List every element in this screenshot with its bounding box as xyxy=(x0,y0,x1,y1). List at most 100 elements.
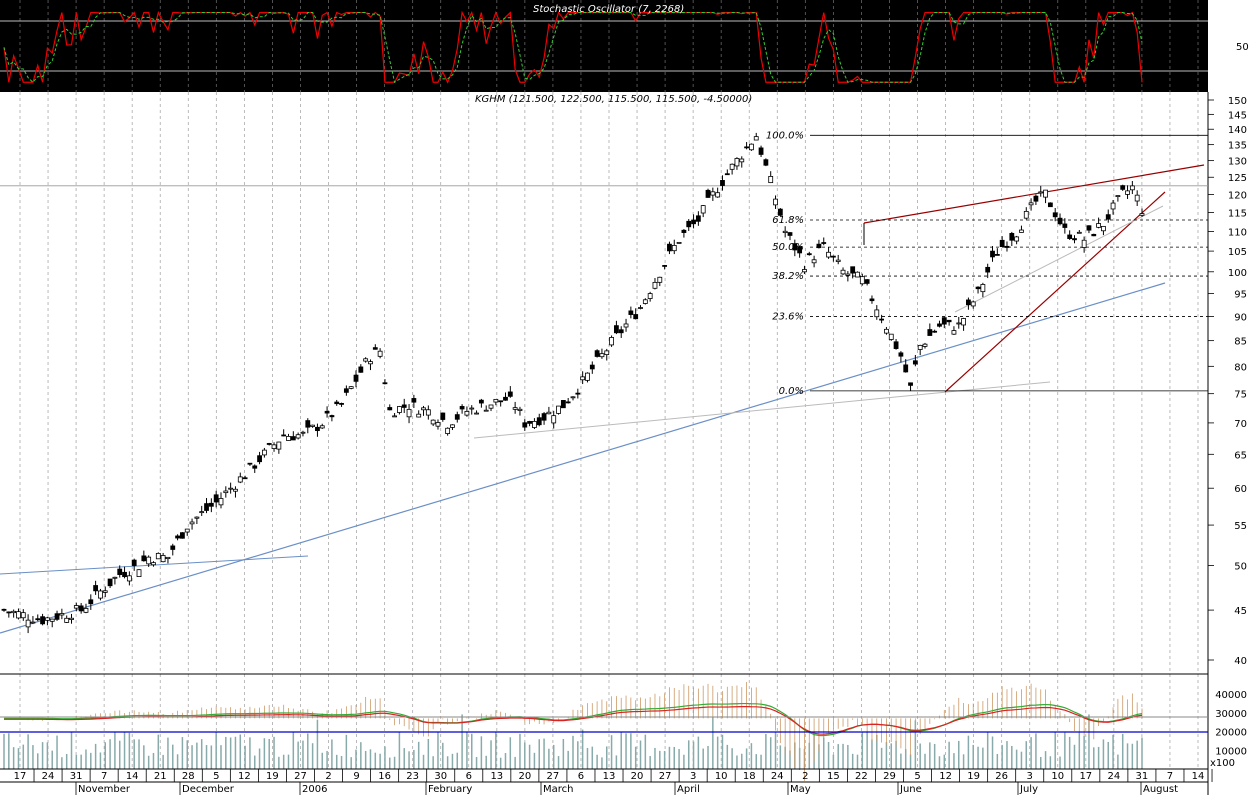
volume-tick-label: 20000 xyxy=(1215,728,1247,739)
y-tick-label: 75 xyxy=(1234,390,1247,401)
candle-body xyxy=(546,411,552,415)
candle-body xyxy=(773,198,778,206)
candle-body xyxy=(469,407,475,410)
price-grid xyxy=(19,92,1199,769)
trendlines xyxy=(0,164,1205,634)
x-tick-label: 31 xyxy=(1136,771,1149,782)
candle-body xyxy=(435,422,441,427)
candle-body xyxy=(512,407,518,410)
y-tick-label: 40 xyxy=(1234,656,1247,667)
y-tick-label: 100 xyxy=(1228,268,1247,279)
fibonacci-retracement: 100.0% 61.8% 50.0% 38.2% 23.6% 0.0% xyxy=(766,130,1208,397)
candle-body xyxy=(276,441,282,450)
candle-body xyxy=(1019,229,1024,233)
candle-body xyxy=(777,208,783,216)
fibonacci-label: 0.0% xyxy=(779,386,804,397)
x-tick-label: 27 xyxy=(547,771,560,782)
candle-body xyxy=(1101,225,1106,232)
candle-body xyxy=(541,413,547,421)
x-tick-label: 5 xyxy=(213,771,219,782)
resistance-line xyxy=(863,164,1205,224)
candle-body xyxy=(141,555,147,562)
x-tick-label: 14 xyxy=(126,771,139,782)
candle-body xyxy=(35,618,41,621)
candle-body xyxy=(662,265,668,267)
y-tick-label: 60 xyxy=(1234,484,1247,495)
stochastic-panel xyxy=(0,0,1208,92)
candle-body xyxy=(319,425,325,429)
candle-body xyxy=(1014,236,1020,242)
candle-body xyxy=(237,476,243,483)
x-tick-label: 2 xyxy=(802,771,808,782)
candle-body xyxy=(763,159,769,166)
candle-body xyxy=(1134,194,1140,202)
candle-body xyxy=(20,612,26,619)
x-tick-label: 19 xyxy=(967,771,980,782)
y-tick-label: 50 xyxy=(1234,561,1247,572)
month-label: June xyxy=(899,784,922,795)
y-tick-label: 125 xyxy=(1228,173,1247,184)
candle-body xyxy=(768,175,774,184)
y-tick-label: 135 xyxy=(1228,141,1247,152)
stochastic-tick-50: 50 xyxy=(1236,42,1249,53)
candle-body xyxy=(589,364,595,370)
candle-body xyxy=(869,298,875,302)
candle-body xyxy=(189,521,195,525)
candle-body xyxy=(151,562,156,566)
candle-body xyxy=(850,266,856,274)
candle-body xyxy=(1047,202,1053,208)
candle-body xyxy=(450,424,455,428)
candle-body xyxy=(734,158,740,167)
candle-body xyxy=(16,611,21,619)
x-tick-label: 12 xyxy=(238,771,251,782)
candle-body xyxy=(459,406,465,410)
candle-body xyxy=(912,360,918,365)
candle-body xyxy=(975,286,981,290)
candle-body xyxy=(951,330,957,335)
candle-body xyxy=(445,427,451,434)
x-tick-label: 20 xyxy=(518,771,531,782)
month-label: November xyxy=(78,784,131,795)
candle-body xyxy=(1009,233,1015,241)
candle-body xyxy=(126,575,132,582)
stochastic-d-line xyxy=(3,12,1143,84)
candle-body xyxy=(64,617,70,623)
candle-body xyxy=(826,251,831,258)
candle-body xyxy=(343,388,349,393)
candle-body xyxy=(421,407,426,411)
candle-body xyxy=(613,325,619,334)
candle-body xyxy=(560,400,566,409)
candle-body xyxy=(570,396,576,399)
feb-trend-line xyxy=(473,381,1051,439)
candle-body xyxy=(1043,189,1048,198)
candle-body xyxy=(1067,234,1073,239)
candle-body xyxy=(700,205,706,214)
candle-body xyxy=(1057,217,1063,225)
candle-body xyxy=(88,599,94,605)
candle-body xyxy=(922,343,928,347)
x-tick-label: 26 xyxy=(995,771,1008,782)
candle-body xyxy=(893,341,899,349)
candle-body xyxy=(720,180,725,186)
candle-body xyxy=(835,259,841,262)
x-tick-label: 17 xyxy=(1079,771,1092,782)
fibonacci-label: 61.8% xyxy=(772,215,804,226)
y-tick-label: 70 xyxy=(1234,419,1247,430)
x-tick-label: 17 xyxy=(14,771,27,782)
y-tick-label: 140 xyxy=(1228,125,1247,136)
candle-body xyxy=(879,318,885,321)
candle-body xyxy=(1096,223,1102,228)
candlesticks xyxy=(1,132,1145,634)
candle-body xyxy=(281,434,287,437)
candle-body xyxy=(252,465,258,469)
candle-body xyxy=(903,364,909,373)
x-tick-label: 19 xyxy=(266,771,279,782)
candle-body xyxy=(758,147,764,155)
candle-body xyxy=(498,400,504,403)
volume-tick-label: 40000 xyxy=(1215,690,1247,701)
x-tick-label: 6 xyxy=(578,771,584,782)
x-tick-label: 12 xyxy=(939,771,952,782)
month-label: 2006 xyxy=(302,784,327,795)
y-tick-label: 120 xyxy=(1228,191,1247,202)
candle-body xyxy=(6,611,12,614)
